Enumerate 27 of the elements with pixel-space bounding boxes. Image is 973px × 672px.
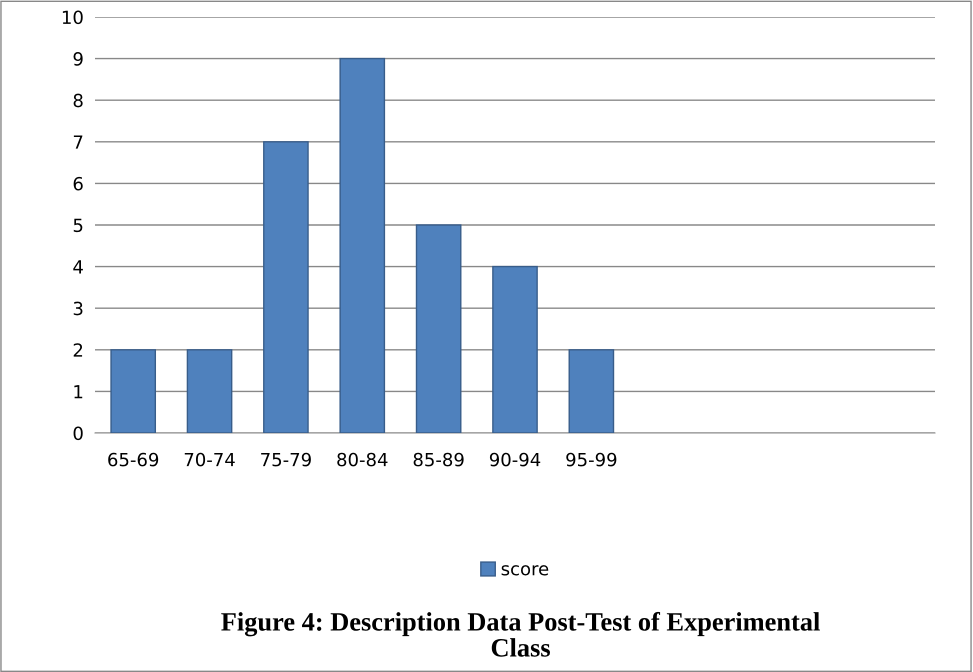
x-tick-label: 90-94 — [490, 452, 540, 466]
y-tick-label: 6 — [74, 176, 83, 191]
y-tick-label: 1 — [74, 385, 82, 398]
x-tick-label: 70-74 — [184, 452, 235, 466]
x-tick-label: 65-69 — [108, 452, 158, 466]
y-tick-label: 0 — [74, 426, 83, 440]
bar — [110, 349, 156, 433]
x-tick-label: 75-79 — [261, 452, 311, 466]
y-tick-label: 8 — [74, 94, 83, 108]
x-tick-label: 85-89 — [414, 452, 464, 466]
bar — [186, 349, 232, 433]
y-tick-label: 4 — [73, 260, 83, 274]
x-tick-label: 80-84 — [337, 452, 388, 466]
y-tick-label: 3 — [74, 302, 82, 316]
y-tick-label: 10 — [62, 10, 83, 24]
y-tick-label: 7 — [74, 135, 82, 149]
bar — [339, 58, 386, 433]
legend-label: score — [502, 565, 548, 576]
y-tick-label: 9 — [74, 52, 83, 66]
y-tick-label: 5 — [74, 218, 82, 232]
bar — [568, 349, 614, 433]
bar — [492, 266, 538, 433]
bar — [263, 141, 309, 433]
x-tick-label: 95-99 — [566, 452, 616, 466]
text: Figure 4: Description Data Post-Test of Experimental Class — [221, 612, 820, 657]
bar — [416, 224, 462, 433]
y-tick-label: 2 — [74, 343, 82, 357]
